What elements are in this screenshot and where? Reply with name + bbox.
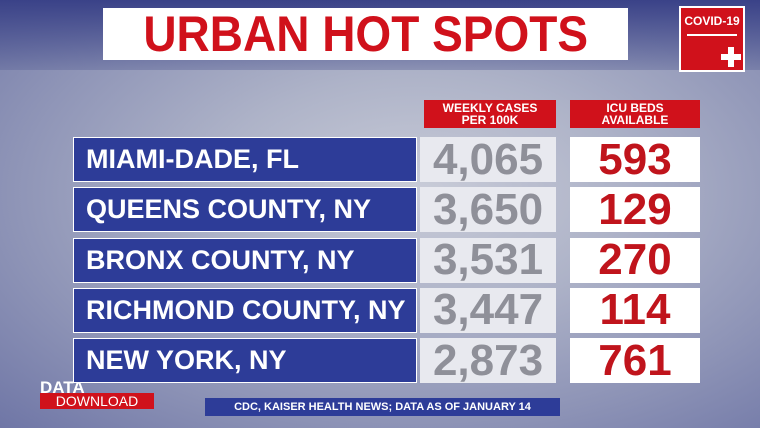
row-label: QUEENS COUNTY, NY (73, 187, 417, 233)
icu-beds: 761 (570, 336, 700, 385)
row-label: RICHMOND COUNTY, NY (73, 287, 417, 333)
icu-beds: 270 (570, 235, 700, 284)
row-label: MIAMI-DADE, FL (73, 137, 417, 182)
source: CDC, KAISER HEALTH NEWS; DATA AS OF JANU… (205, 398, 560, 416)
badge-plus (728, 47, 734, 67)
weekly-cases: 3,447 (420, 285, 556, 334)
logo-text: DOWNLOAD (40, 393, 154, 409)
icu-beds: 129 (570, 185, 700, 234)
title-box: URBAN HOT SPOTS (103, 8, 628, 60)
badge-line (687, 34, 737, 36)
weekly-cases: 4,065 (420, 135, 556, 184)
covid-badge: COVID-19 (679, 6, 745, 72)
icu-beds: 114 (570, 285, 700, 334)
weekly-cases: 3,650 (420, 185, 556, 234)
row-label: BRONX COUNTY, NY (73, 237, 417, 283)
weekly-cases: 3,531 (420, 235, 556, 284)
column-header: ICU BEDS AVAILABLE (570, 100, 700, 128)
row-label: NEW YORK, NY (73, 338, 417, 384)
weekly-cases: 2,873 (420, 336, 556, 385)
title: URBAN HOT SPOTS (143, 6, 588, 62)
badge-text: COVID-19 (684, 14, 740, 28)
icu-beds: 593 (570, 135, 700, 184)
column-header: WEEKLY CASES PER 100K (424, 100, 556, 128)
